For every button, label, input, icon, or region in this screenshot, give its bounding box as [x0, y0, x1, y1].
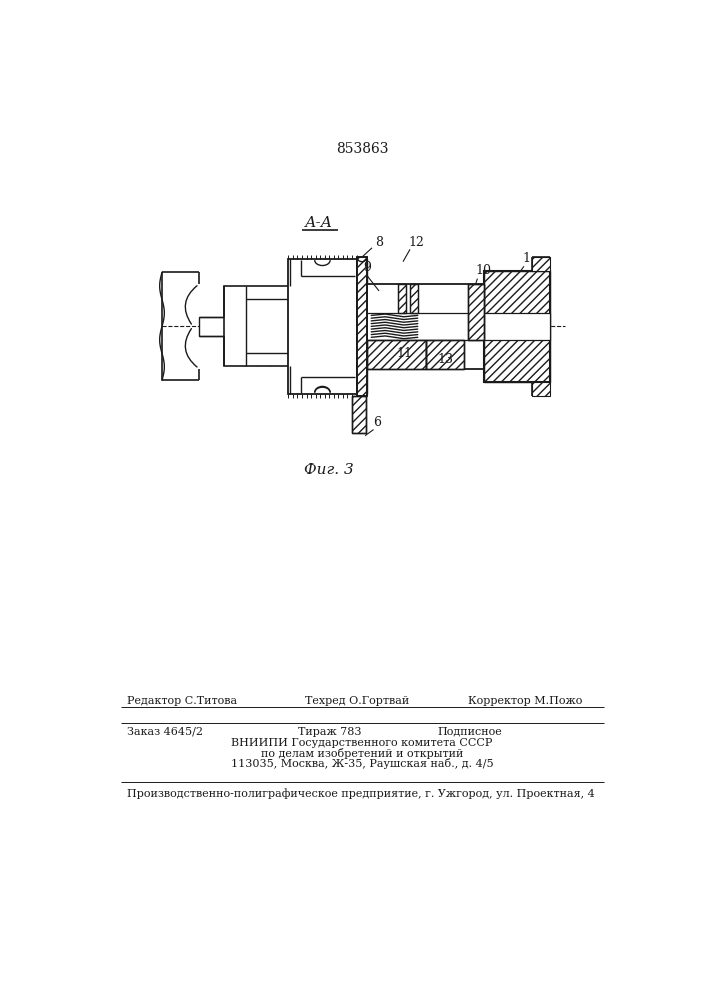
Bar	[410, 284, 418, 312]
Text: 113035, Москва, Ж-35, Раушская наб., д. 4/5: 113035, Москва, Ж-35, Раушская наб., д. …	[230, 758, 493, 769]
Bar	[246, 299, 290, 353]
Bar	[199, 317, 416, 336]
Bar	[368, 340, 426, 369]
Bar	[468, 284, 484, 340]
Bar	[368, 340, 426, 369]
Text: 13: 13	[437, 353, 453, 366]
Bar	[426, 340, 464, 369]
Text: ВНИИПИ Государственного комитета СССР: ВНИИПИ Государственного комитета СССР	[231, 738, 493, 748]
Bar	[532, 382, 549, 396]
Bar	[532, 382, 549, 396]
Bar	[356, 257, 368, 396]
Bar	[267, 336, 273, 365]
Text: Тираж 783: Тираж 783	[298, 727, 361, 737]
Bar	[356, 257, 368, 396]
Text: 853863: 853863	[336, 142, 388, 156]
Bar	[484, 271, 549, 382]
Bar	[398, 284, 406, 312]
Bar	[224, 286, 290, 366]
Text: Подписное: Подписное	[437, 727, 502, 737]
Bar	[267, 288, 273, 317]
Bar	[241, 288, 247, 317]
Bar	[255, 288, 259, 317]
Text: 12: 12	[409, 236, 424, 249]
Text: 10: 10	[476, 264, 492, 277]
Text: Редактор С.Титова: Редактор С.Титова	[127, 696, 238, 706]
Text: 6: 6	[373, 416, 382, 429]
Text: А-А: А-А	[305, 216, 334, 230]
Bar	[241, 336, 247, 365]
Text: Корректор М.Пожо: Корректор М.Пожо	[468, 696, 583, 706]
Bar	[468, 284, 484, 340]
Text: 11: 11	[396, 347, 412, 360]
Text: по делам изобретений и открытий: по делам изобретений и открытий	[261, 748, 463, 759]
Bar	[426, 340, 464, 369]
Bar	[484, 312, 549, 340]
Bar	[532, 257, 549, 271]
Text: 9: 9	[363, 261, 371, 274]
Bar	[532, 257, 549, 271]
Text: 1: 1	[522, 252, 530, 265]
Text: Техред О.Гортвай: Техред О.Гортвай	[305, 696, 409, 706]
Text: Заказ 4645/2: Заказ 4645/2	[127, 727, 203, 737]
Bar	[410, 284, 418, 312]
Bar	[352, 396, 366, 433]
Bar	[368, 284, 503, 369]
Text: 8: 8	[375, 236, 383, 249]
Bar	[288, 259, 356, 394]
Bar	[255, 336, 259, 365]
Bar	[398, 284, 406, 312]
Bar	[352, 396, 366, 433]
Bar	[484, 271, 549, 382]
Text: Фиг. 3: Фиг. 3	[304, 463, 354, 477]
Text: Производственно-полиграфическое предприятие, г. Ужгород, ул. Проектная, 4: Производственно-полиграфическое предприя…	[127, 788, 595, 799]
